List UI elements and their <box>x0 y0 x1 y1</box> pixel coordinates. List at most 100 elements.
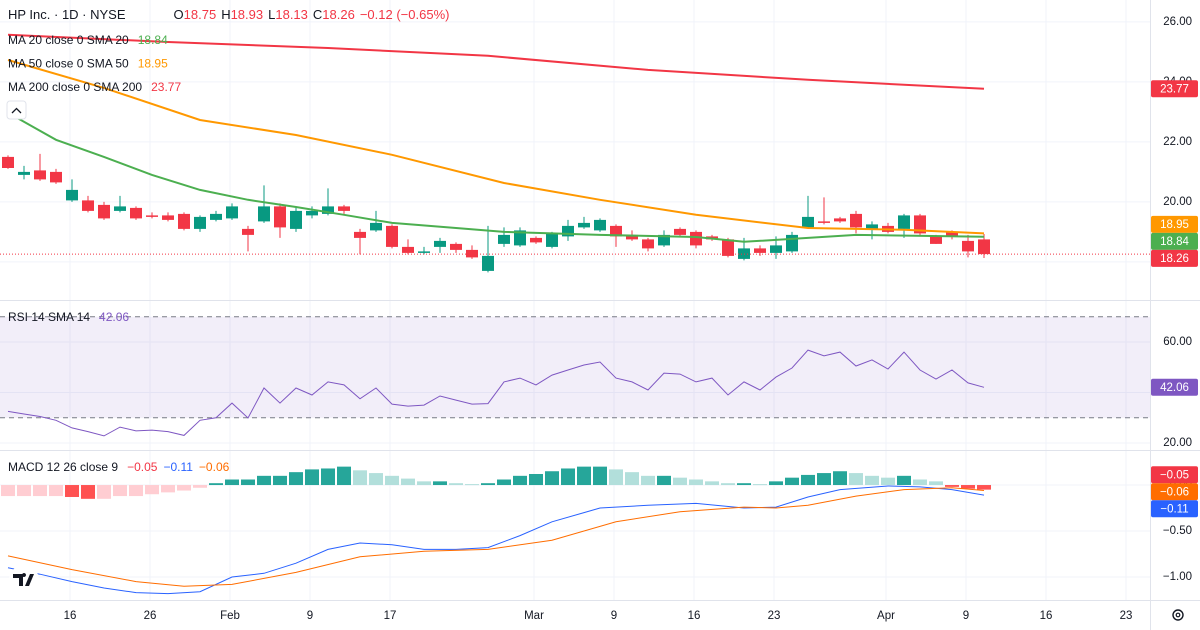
candle-body <box>2 156 14 168</box>
y-tick-label: 20.00 <box>1163 196 1192 208</box>
histogram-bar <box>193 485 207 488</box>
histogram-bar <box>289 472 303 486</box>
histogram-bar <box>737 483 751 486</box>
histogram-bar <box>145 485 159 495</box>
histogram-bar <box>1 485 15 497</box>
x-tick-label: 23 <box>1120 610 1133 622</box>
logo-bg <box>9 565 39 595</box>
histogram-bar <box>961 485 975 489</box>
ohlc-label: L <box>268 7 275 22</box>
candle-body <box>194 216 206 229</box>
legend-name: MACD 12 26 close 9 <box>8 460 118 474</box>
candle-body <box>514 230 526 246</box>
histogram-bar <box>385 475 399 486</box>
candle-body <box>146 215 158 217</box>
price-badge-label: −0.05 <box>1160 469 1189 481</box>
indicator-line <box>7 33 985 90</box>
candle-body <box>226 206 238 219</box>
candle-body <box>658 234 670 246</box>
histogram-bar <box>561 468 575 486</box>
candle-body <box>418 251 430 253</box>
legend: HP Inc. · 1D · NYSE O18.75 H18.93 L18.13 C18… <box>8 7 449 474</box>
histogram-bar <box>497 479 511 486</box>
histogram-bar <box>577 466 591 486</box>
ohlc-label: C <box>313 7 322 22</box>
histogram-bar <box>593 466 607 486</box>
x-tick-label: 17 <box>384 610 397 622</box>
candle-body <box>66 189 78 201</box>
histogram-bar <box>273 475 287 486</box>
change: −0.12 (−0.65%) <box>360 7 450 22</box>
histogram-bar <box>433 481 447 486</box>
candle-body <box>210 213 222 220</box>
candle-body <box>386 225 398 247</box>
ohlc-value: 18.26 <box>322 7 355 22</box>
histogram-bar <box>865 475 879 486</box>
legend-line: HP Inc. · 1D · NYSE O18.75 H18.93 L18.13 C18… <box>8 7 449 22</box>
y-tick-label: −1.00 <box>1163 571 1192 583</box>
candle-body <box>258 206 270 222</box>
x-tick-label: 9 <box>963 610 969 622</box>
candle-body <box>242 228 254 235</box>
candle-body <box>178 213 190 229</box>
histogram-bar <box>753 484 767 486</box>
price-badge-label: −0.06 <box>1160 486 1189 498</box>
symbol: HP Inc. · 1D · NYSE <box>8 7 126 22</box>
tradingview-logo <box>9 565 39 595</box>
histogram-bar <box>401 478 415 486</box>
logo-mark <box>13 573 34 586</box>
ohlc-label: O <box>174 7 184 22</box>
price-badge <box>1151 378 1198 396</box>
legend-name: MA 50 close 0 SMA 50 <box>8 57 129 71</box>
y-tick-label: 20.00 <box>1163 437 1192 449</box>
histogram-bar <box>657 475 671 486</box>
y-tick-label: −0.50 <box>1163 525 1192 537</box>
histogram-bar <box>449 483 463 486</box>
histogram-bar <box>369 473 383 486</box>
price-badge <box>1151 249 1198 267</box>
candle-body <box>306 210 318 216</box>
histogram-bar <box>17 485 31 497</box>
histogram-bar <box>641 475 655 486</box>
candle-body <box>802 216 814 228</box>
price-badge-label: 18.95 <box>1160 219 1189 231</box>
pane-2 <box>1 466 991 595</box>
x-tick-label: Apr <box>877 610 895 622</box>
settings-button[interactable] <box>1172 609 1184 621</box>
histogram-bar <box>97 485 111 499</box>
candle-body <box>290 210 302 229</box>
rsi-band-fill <box>0 316 1150 418</box>
legend-value: −0.05 <box>127 460 158 474</box>
histogram-bar <box>177 485 191 491</box>
legend-value: 18.84 <box>138 33 168 47</box>
x-tick-label: 9 <box>611 610 617 622</box>
candle-body <box>530 237 542 243</box>
candle-body <box>786 234 798 252</box>
candle-body <box>450 243 462 250</box>
histogram-bar <box>673 477 687 486</box>
candle-body <box>754 248 766 253</box>
histogram-bar <box>129 485 143 497</box>
indicator-line <box>7 349 985 437</box>
histogram-bar <box>209 483 223 486</box>
histogram-bar <box>913 479 927 486</box>
indicator-line <box>7 487 985 587</box>
price-badge-label: 18.84 <box>1160 236 1189 248</box>
collapse-legend-button[interactable] <box>6 100 27 120</box>
candle-body <box>274 206 286 228</box>
candle-body <box>354 231 366 238</box>
legend-line: RSI 14 SMA 14 42.06 <box>8 310 129 324</box>
legend-line: MA 20 close 0 SMA 20 18.84 <box>8 33 168 47</box>
histogram-bar <box>65 485 79 497</box>
legend-line: MA 200 close 0 SMA 200 23.77 <box>8 80 181 94</box>
candle-body <box>162 215 174 220</box>
histogram-bar <box>353 470 367 486</box>
x-tick-label: Feb <box>220 610 240 622</box>
indicator-line <box>7 485 985 595</box>
legend-value: 18.95 <box>138 57 168 71</box>
price-badges: 23.77 18.95 18.84 18.26 42.06 −0.05 −0.06 −0.11 <box>1151 80 1198 518</box>
gear-ring <box>1172 609 1184 621</box>
candle-body <box>962 240 974 252</box>
legend-value: 42.06 <box>99 310 129 324</box>
